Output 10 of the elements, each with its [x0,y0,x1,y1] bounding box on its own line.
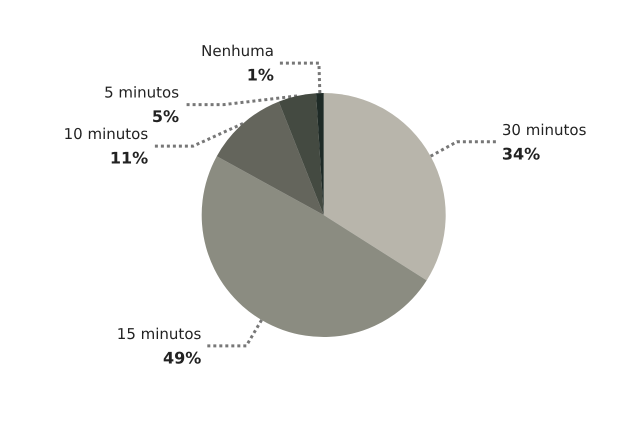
slice-label: 15 minutos [116,324,202,343]
slice-label: 10 minutos [64,125,148,144]
data-label: 34% [502,144,540,164]
data-label: 11% [110,148,148,168]
slice-label: Nenhuma [201,42,274,60]
slice-label: 30 minutos [502,120,587,139]
data-label: 1% [246,66,274,85]
data-label: 5% [152,107,180,126]
data-label: 49% [163,348,202,368]
slice-label: 5 minutos [104,84,180,102]
